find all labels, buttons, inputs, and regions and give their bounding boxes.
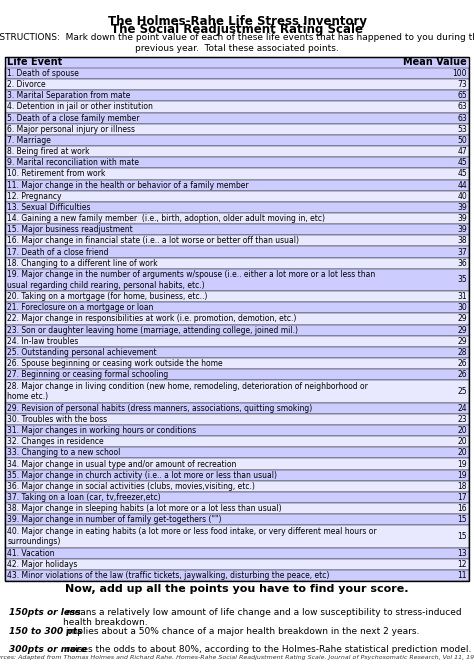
Text: 23. Son or daughter leaving home (marriage, attending college, joined mil.): 23. Son or daughter leaving home (marria… <box>7 325 298 335</box>
Text: 27. Beginning or ceasing formal schooling: 27. Beginning or ceasing formal schoolin… <box>7 370 168 379</box>
Text: 28: 28 <box>457 348 467 357</box>
Text: 20: 20 <box>457 426 467 435</box>
Text: 13: 13 <box>457 549 467 558</box>
Text: 63: 63 <box>457 114 467 123</box>
Text: 6. Major personal injury or illness: 6. Major personal injury or illness <box>7 125 135 134</box>
Text: 26. Spouse beginning or ceasing work outside the home: 26. Spouse beginning or ceasing work out… <box>7 359 223 368</box>
Text: The Holmes-Rahe Life Stress Inventory: The Holmes-Rahe Life Stress Inventory <box>108 15 366 27</box>
Text: 39: 39 <box>457 225 467 234</box>
Text: 24. In-law troubles: 24. In-law troubles <box>7 337 79 346</box>
Text: 12: 12 <box>457 560 467 569</box>
Text: 63: 63 <box>457 102 467 112</box>
Text: 5. Death of a close family member: 5. Death of a close family member <box>7 114 140 123</box>
Text: 38. Major change in sleeping habits (a lot more or a lot less than usual): 38. Major change in sleeping habits (a l… <box>7 504 282 513</box>
Text: 31. Major changes in working hours or conditions: 31. Major changes in working hours or co… <box>7 426 196 435</box>
Text: 150pts or less: 150pts or less <box>9 608 81 617</box>
Text: 15. Major business readjustment: 15. Major business readjustment <box>7 225 133 234</box>
Text: 73: 73 <box>457 80 467 89</box>
Text: 32. Changes in residence: 32. Changes in residence <box>7 437 104 446</box>
Text: 11: 11 <box>457 571 467 580</box>
Text: 14. Gaining a new family member  (i.e., birth, adoption, older adult moving in, : 14. Gaining a new family member (i.e., b… <box>7 214 325 223</box>
Text: 28. Major change in living condition (new home, remodeling, deterioration of nei: 28. Major change in living condition (ne… <box>7 382 368 401</box>
Text: 20: 20 <box>457 437 467 446</box>
Text: 35: 35 <box>457 275 467 285</box>
Text: 20. Taking on a mortgage (for home, business, etc..): 20. Taking on a mortgage (for home, busi… <box>7 292 208 301</box>
Text: 21. Foreclosure on a mortgage or loan: 21. Foreclosure on a mortgage or loan <box>7 303 154 313</box>
Text: 53: 53 <box>457 125 467 134</box>
Text: 45: 45 <box>457 170 467 178</box>
Text: 18: 18 <box>457 482 467 491</box>
Text: 100: 100 <box>452 69 467 78</box>
Text: means a relatively low amount of life change and a low susceptibility to stress-: means a relatively low amount of life ch… <box>63 608 464 627</box>
Text: raises the odds to about 80%, according to the Holmes-Rahe statistical predictio: raises the odds to about 80%, according … <box>63 645 471 654</box>
Text: 23: 23 <box>457 415 467 424</box>
Text: 17. Death of a close friend: 17. Death of a close friend <box>7 248 109 257</box>
Text: Sources: Adapted from Thomas Holmes and Richard Rahe. Homes-Rahe Social Readjust: Sources: Adapted from Thomas Holmes and … <box>0 655 474 660</box>
Text: 45: 45 <box>457 158 467 167</box>
Text: 33. Changing to a new school: 33. Changing to a new school <box>7 448 120 458</box>
Text: Life Event: Life Event <box>7 57 63 67</box>
Text: 29. Revision of personal habits (dress manners, associations, quitting smoking): 29. Revision of personal habits (dress m… <box>7 403 312 413</box>
Text: 10. Retirement from work: 10. Retirement from work <box>7 170 106 178</box>
Text: implies about a 50% chance of a major health breakdown in the next 2 years.: implies about a 50% chance of a major he… <box>63 627 419 635</box>
Text: 1. Death of spouse: 1. Death of spouse <box>7 69 79 78</box>
Text: 29: 29 <box>457 325 467 335</box>
Text: 300pts or more: 300pts or more <box>9 645 87 654</box>
Text: 29: 29 <box>457 337 467 346</box>
Text: 29: 29 <box>457 315 467 323</box>
Text: 37: 37 <box>457 248 467 257</box>
Text: 25: 25 <box>457 387 467 396</box>
Text: 19: 19 <box>457 460 467 468</box>
Text: 25. Outstanding personal achievement: 25. Outstanding personal achievement <box>7 348 157 357</box>
Text: The Social Readjustment Rating Scale: The Social Readjustment Rating Scale <box>111 23 363 36</box>
Text: 39: 39 <box>457 214 467 223</box>
Text: 15: 15 <box>457 515 467 524</box>
Text: 26: 26 <box>457 359 467 368</box>
Text: 20: 20 <box>457 448 467 458</box>
Text: 8. Being fired at work: 8. Being fired at work <box>7 147 90 156</box>
Text: 3. Marital Separation from mate: 3. Marital Separation from mate <box>7 92 130 100</box>
Text: 13. Sexual Difficulties: 13. Sexual Difficulties <box>7 203 91 212</box>
Text: 42. Major holidays: 42. Major holidays <box>7 560 77 569</box>
Text: 40: 40 <box>457 192 467 201</box>
Text: INSTRUCTIONS:  Mark down the point value of each of these life events that has h: INSTRUCTIONS: Mark down the point value … <box>0 33 474 53</box>
Text: 41. Vacation: 41. Vacation <box>7 549 55 558</box>
Text: 16: 16 <box>457 504 467 513</box>
Text: 43. Minor violations of the law (traffic tickets, jaywalking, disturbing the pea: 43. Minor violations of the law (traffic… <box>7 571 329 580</box>
Text: 36. Major change in social activities (clubs, movies,visiting, etc.): 36. Major change in social activities (c… <box>7 482 255 491</box>
Text: 30. Troubles with the boss: 30. Troubles with the boss <box>7 415 107 424</box>
Text: 44: 44 <box>457 180 467 190</box>
Text: 24: 24 <box>457 403 467 413</box>
Text: 39: 39 <box>457 203 467 212</box>
Text: 9. Marital reconciliation with mate: 9. Marital reconciliation with mate <box>7 158 139 167</box>
Text: 38: 38 <box>457 236 467 245</box>
Text: Now, add up all the points you have to find your score.: Now, add up all the points you have to f… <box>65 584 409 595</box>
Text: 19. Major change in the number of arguments w/spouse (i.e.. either a lot more or: 19. Major change in the number of argume… <box>7 271 375 290</box>
Text: 18. Changing to a different line of work: 18. Changing to a different line of work <box>7 259 158 268</box>
Text: 17: 17 <box>457 493 467 502</box>
Text: 34. Major change in usual type and/or amount of recreation: 34. Major change in usual type and/or am… <box>7 460 237 468</box>
Text: 12. Pregnancy: 12. Pregnancy <box>7 192 62 201</box>
Text: 50: 50 <box>457 136 467 145</box>
Text: 36: 36 <box>457 259 467 268</box>
Text: 11. Major change in the health or behavior of a family member: 11. Major change in the health or behavi… <box>7 180 249 190</box>
Text: 15: 15 <box>457 532 467 541</box>
Text: 65: 65 <box>457 92 467 100</box>
Text: 40. Major change in eating habits (a lot more or less food intake, or very diffe: 40. Major change in eating habits (a lot… <box>7 527 377 546</box>
Text: 7. Marriage: 7. Marriage <box>7 136 51 145</box>
Text: 30: 30 <box>457 303 467 313</box>
Text: 39. Major change in number of family get-togethers (""): 39. Major change in number of family get… <box>7 515 222 524</box>
Text: 26: 26 <box>457 370 467 379</box>
Text: 31: 31 <box>457 292 467 301</box>
Text: 22. Major change in responsibilities at work (i.e. promotion, demotion, etc.): 22. Major change in responsibilities at … <box>7 315 296 323</box>
Text: 150 to 300 pts: 150 to 300 pts <box>9 627 83 635</box>
Text: 16. Major change in financial state (i.e.. a lot worse or better off than usual): 16. Major change in financial state (i.e… <box>7 236 299 245</box>
Text: 4. Detention in jail or other institution: 4. Detention in jail or other institutio… <box>7 102 153 112</box>
Text: 35. Major change in church activity (i.e.. a lot more or less than usual): 35. Major change in church activity (i.e… <box>7 471 277 480</box>
Text: 19: 19 <box>457 471 467 480</box>
Text: 47: 47 <box>457 147 467 156</box>
Text: Mean Value: Mean Value <box>403 57 467 67</box>
Text: 2. Divorce: 2. Divorce <box>7 80 46 89</box>
Text: 37. Taking on a loan (car, tv,freezer,etc): 37. Taking on a loan (car, tv,freezer,et… <box>7 493 161 502</box>
